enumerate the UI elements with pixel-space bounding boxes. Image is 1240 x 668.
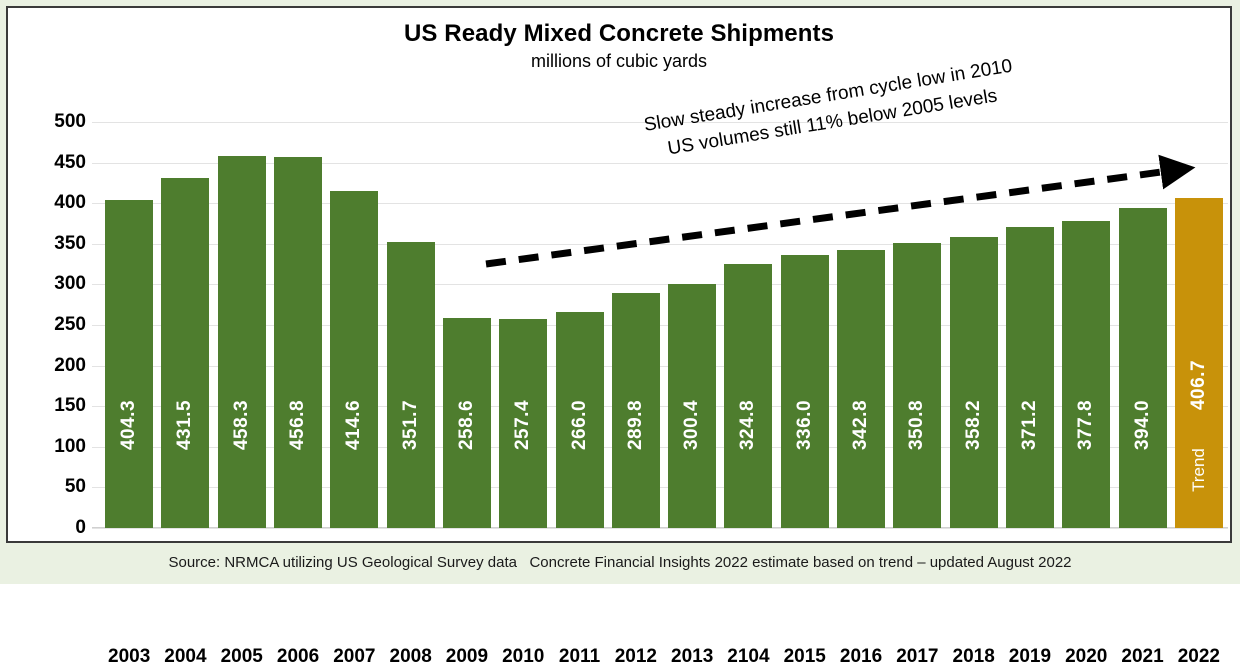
page-title: US Ready Mixed Concrete Shipments xyxy=(403,20,835,47)
gridline xyxy=(92,122,1228,123)
x-axis-tick-label: 2013 xyxy=(671,646,714,667)
y-axis-tick-label: 350 xyxy=(54,232,86,254)
y-axis-tick-label: 150 xyxy=(54,395,86,417)
y-axis-tick-label: 50 xyxy=(64,476,86,498)
x-axis-tick-label: 2008 xyxy=(389,646,432,667)
bar[interactable]: 324.8 xyxy=(724,264,773,528)
bar-sublabel: Trend xyxy=(1188,448,1208,492)
chart-subtitle: millions of cubic yards xyxy=(530,51,708,71)
x-axis-tick-label: 2020 xyxy=(1065,646,1108,667)
gridline xyxy=(92,446,1228,448)
x-axis-tick-label: 2104 xyxy=(727,646,770,667)
bar[interactable]: 414.6 xyxy=(330,191,379,528)
x-axis-tick-label: 2005 xyxy=(220,646,263,667)
y-axis-tick-label: 100 xyxy=(54,435,86,457)
x-axis-tick-label: 2019 xyxy=(1008,646,1052,667)
bar[interactable]: 336.0 xyxy=(780,255,829,528)
bar-value-label: 336.0 xyxy=(793,399,815,451)
bar-value-label: 458.3 xyxy=(230,399,252,451)
bar[interactable]: 289.8 xyxy=(611,292,660,528)
x-axis-tick-label: 2012 xyxy=(614,646,657,667)
bar[interactable]: 358.2 xyxy=(949,237,998,528)
gridline xyxy=(92,162,1228,164)
bar-value-label: 289.8 xyxy=(624,399,646,451)
bar[interactable]: 266.0 xyxy=(555,312,604,528)
gridline xyxy=(92,365,1228,367)
bar[interactable]: 406.7 Trend xyxy=(1174,197,1223,528)
x-axis-tick-label: 2017 xyxy=(896,646,939,667)
y-axis-tick-label: 250 xyxy=(54,314,86,335)
bar-value-label: 257.4 xyxy=(512,399,534,451)
bar-value-label: 406.7 xyxy=(1187,359,1209,411)
chart-card: US Ready Mixed Concrete Shipments millio… xyxy=(6,6,1232,667)
x-axis-tick-label: 2007 xyxy=(333,646,376,667)
x-axis-tick-label: 2003 xyxy=(108,646,151,667)
x-axis-tick-label: 2021 xyxy=(1121,646,1164,667)
bar[interactable]: 300.4 xyxy=(668,284,717,528)
bar[interactable]: 350.8 xyxy=(893,243,942,528)
y-axis-tick-label: 200 xyxy=(54,354,86,376)
y-axis-tick-label: 0 xyxy=(75,517,86,538)
x-axis-tick-label: 2010 xyxy=(502,646,545,667)
bar-value-label: 351.7 xyxy=(399,399,421,451)
bar[interactable]: 456.8 xyxy=(274,157,323,528)
gridline xyxy=(92,325,1228,326)
x-axis-tick-label: 2016 xyxy=(839,646,883,667)
bar[interactable]: 371.2 xyxy=(1005,226,1054,528)
x-axis-tick-label: 2006 xyxy=(276,646,320,667)
bar-value-label: 350.8 xyxy=(906,399,928,451)
footer-band: Source: NRMCA utilizing US Geological Su… xyxy=(0,546,1240,584)
bar[interactable]: 394.0 xyxy=(1118,208,1167,528)
x-axis-tick-label: 2004 xyxy=(164,646,207,667)
bar-value-label: 258.6 xyxy=(455,399,477,451)
bar-value-label: 358.2 xyxy=(962,399,984,451)
x-axis-baseline xyxy=(92,527,1228,528)
bar[interactable]: 257.4 xyxy=(499,319,548,528)
title-block: US Ready Mixed Concrete Shipments millio… xyxy=(8,20,1230,73)
bar-value-label: 266.0 xyxy=(568,399,590,451)
x-axis-tick-label: 2022 xyxy=(1177,646,1220,667)
bar[interactable]: 404.3 xyxy=(105,199,154,528)
x-axis-tick-label: 2011 xyxy=(558,646,601,667)
y-axis-tick-label: 450 xyxy=(54,151,86,173)
y-axis-tick-label: 400 xyxy=(54,192,86,214)
bar-value-label: 300.4 xyxy=(681,399,703,451)
bar-value-label: 456.8 xyxy=(287,399,309,451)
gridline xyxy=(92,284,1228,286)
bar-value-label: 431.5 xyxy=(174,399,196,451)
y-axis-tick-label: 500 xyxy=(54,111,86,132)
y-axis-tick-label: 300 xyxy=(54,273,86,295)
bar-value-label: 404.3 xyxy=(118,399,140,451)
x-axis-tick-label: 2015 xyxy=(783,646,826,667)
bar[interactable]: 351.7 xyxy=(386,242,435,528)
bar[interactable]: 458.3 xyxy=(217,155,266,528)
bar[interactable]: 258.6 xyxy=(442,318,491,528)
gridline xyxy=(92,487,1228,489)
bar-value-label: 342.8 xyxy=(850,399,872,451)
bar[interactable]: 377.8 xyxy=(1062,221,1111,528)
plot-area: 500 450 400 350 300 250 200 150 100 50 0 404.3 431.… xyxy=(54,111,1238,667)
x-axis-tick-label: 2009 xyxy=(445,646,489,667)
x-axis-tick-label: 2018 xyxy=(952,646,995,667)
bar[interactable]: 431.5 xyxy=(161,177,210,528)
bar[interactable]: 342.8 xyxy=(837,249,886,528)
gridline xyxy=(92,406,1228,408)
bar-value-label: 371.2 xyxy=(1018,399,1040,451)
bar-value-label: 324.8 xyxy=(737,399,759,451)
bar-value-label: 394.0 xyxy=(1131,399,1153,451)
bar-value-label: 414.6 xyxy=(343,399,365,451)
gridline xyxy=(92,528,1228,529)
source-note: Source: NRMCA utilizing US Geological Su… xyxy=(168,554,1072,571)
bar-value-label: 377.8 xyxy=(1075,399,1097,451)
